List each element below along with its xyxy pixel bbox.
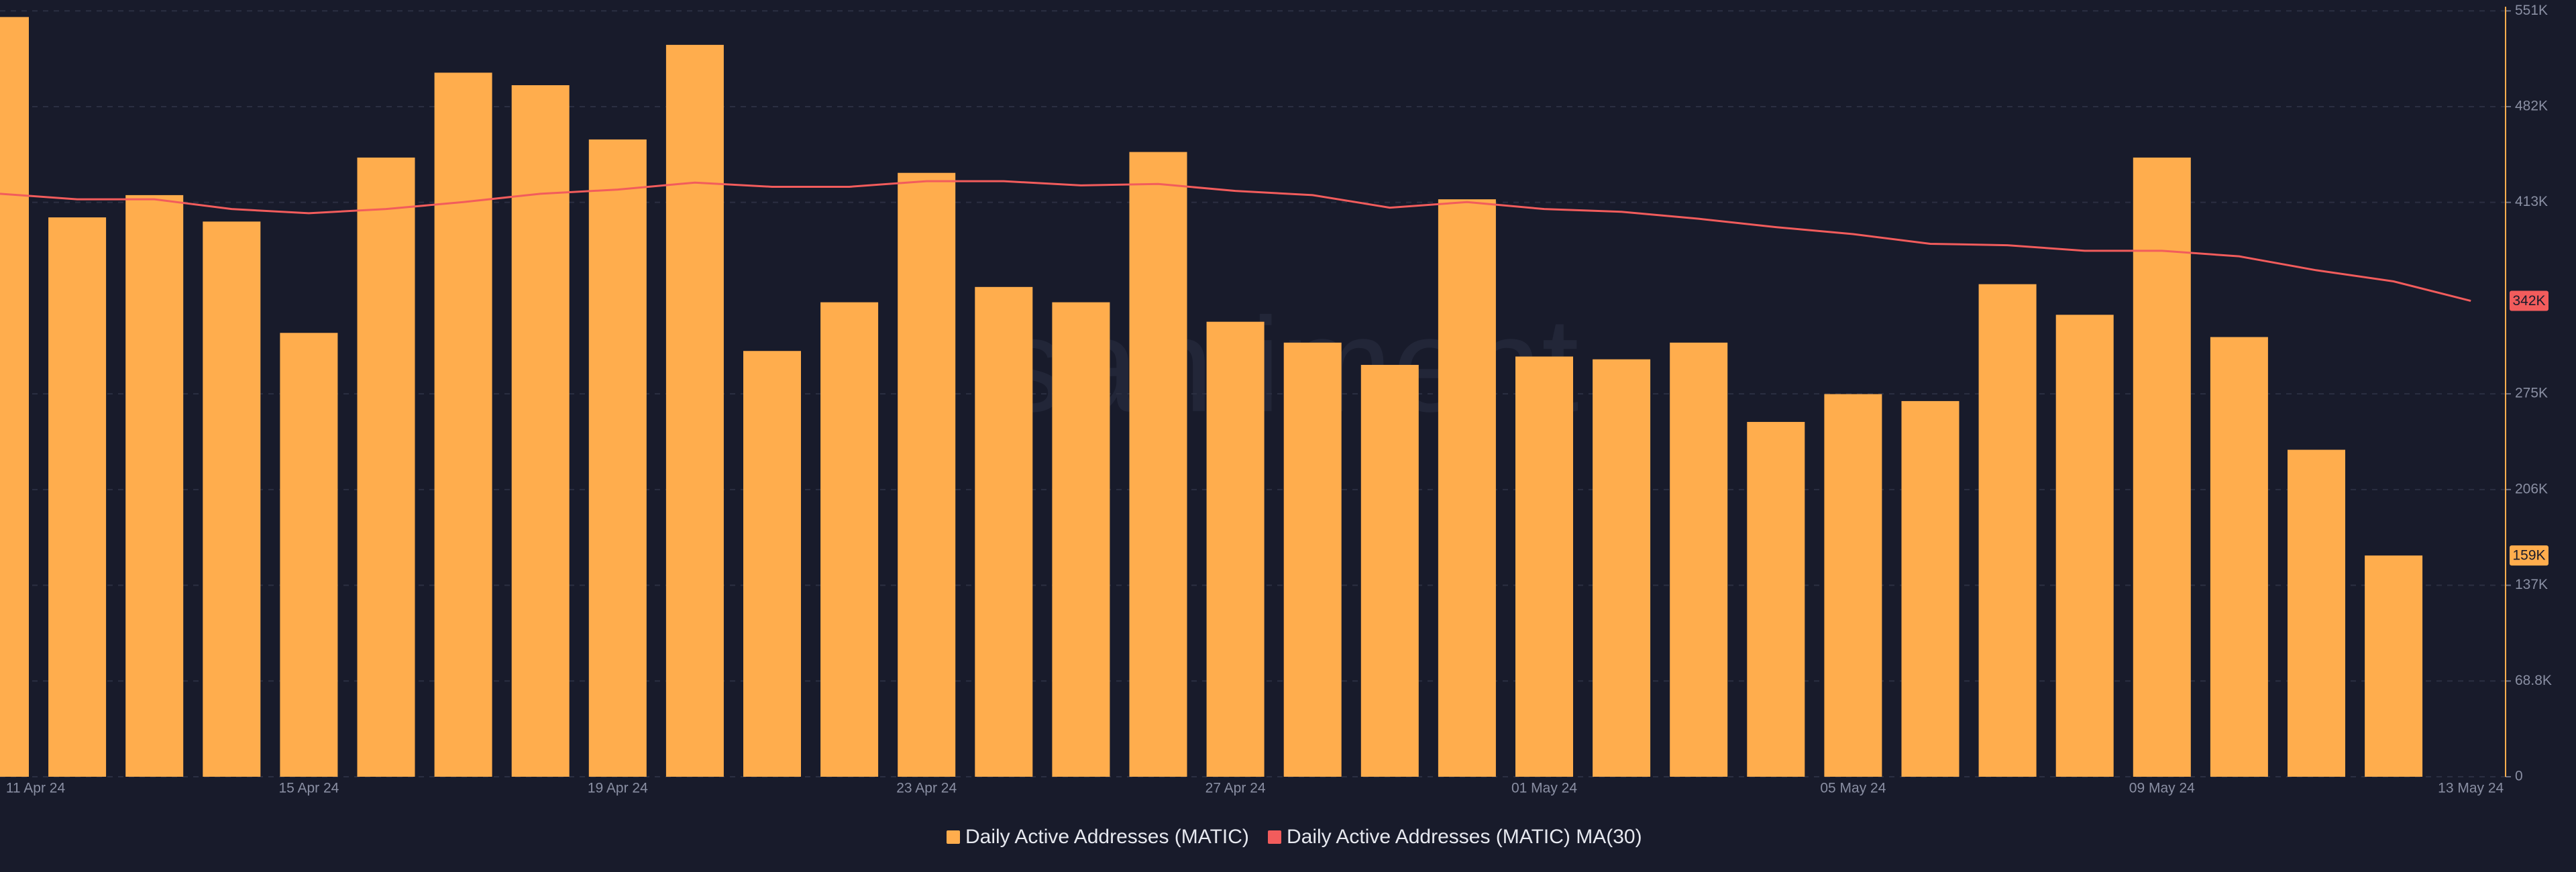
bar <box>1824 394 1882 777</box>
bar <box>203 221 261 777</box>
x-tick-label: 13 May 24 <box>2438 781 2504 796</box>
x-tick-label: 09 May 24 <box>2129 781 2195 796</box>
y-tick-label: 413K <box>2515 194 2548 209</box>
bar <box>2133 157 2191 777</box>
y-tick-label: 551K <box>2515 3 2548 18</box>
x-tick-label: 01 May 24 <box>1511 781 1577 796</box>
y-tick-label: 0 <box>2515 769 2523 784</box>
last-value-badge <box>2510 290 2548 311</box>
bar <box>1052 302 1110 777</box>
bar <box>898 172 956 777</box>
bar <box>665 44 724 777</box>
y-tick-label: 68.8K <box>2515 673 2552 688</box>
legend-label: Daily Active Addresses (MATIC) <box>965 826 1249 848</box>
bar <box>588 139 647 777</box>
bar <box>743 351 801 777</box>
bar <box>1978 284 2037 777</box>
x-tick-label: 27 Apr 24 <box>1205 781 1266 796</box>
bar <box>975 286 1033 777</box>
x-tick-label: 23 Apr 24 <box>896 781 957 796</box>
bar <box>1283 342 1342 777</box>
x-tick-label: 11 Apr 24 <box>6 781 66 796</box>
line <box>0 180 2471 303</box>
bar <box>1438 199 1496 777</box>
bar <box>1670 342 1728 777</box>
bar <box>511 85 570 777</box>
bar <box>48 217 107 777</box>
last-value-label: 159K <box>2512 548 2545 563</box>
bar <box>1129 152 1187 777</box>
bar <box>357 157 415 777</box>
bar <box>280 333 338 777</box>
bar <box>2055 315 2114 777</box>
bar <box>2288 449 2345 777</box>
legend-label: Daily Active Addresses (MATIC) MA(30) <box>1287 826 1642 848</box>
bar <box>1593 359 1651 777</box>
x-tick-label: 19 Apr 24 <box>588 781 648 796</box>
x-tick-label: 15 Apr 24 <box>278 781 339 796</box>
y-tick-label: 206K <box>2515 481 2548 496</box>
bar <box>1515 356 1573 777</box>
bar <box>1360 364 1419 777</box>
bar <box>1901 400 1960 777</box>
last-value-label: 342K <box>2512 293 2545 309</box>
bar <box>2210 337 2268 777</box>
bar <box>1747 422 1805 777</box>
y-tick-label: 137K <box>2515 577 2548 592</box>
x-tick-label: 05 May 24 <box>1820 781 1886 796</box>
legend-swatch <box>1268 830 1281 844</box>
bar <box>0 17 29 777</box>
bar <box>125 195 184 777</box>
bar <box>1206 321 1265 777</box>
y-tick-label: 275K <box>2515 386 2548 401</box>
bar <box>2365 555 2423 777</box>
last-value-badge <box>2510 545 2548 566</box>
y-tick-label: 482K <box>2515 99 2548 114</box>
bar <box>820 302 879 777</box>
legend-swatch <box>947 830 960 844</box>
bar <box>434 72 492 777</box>
